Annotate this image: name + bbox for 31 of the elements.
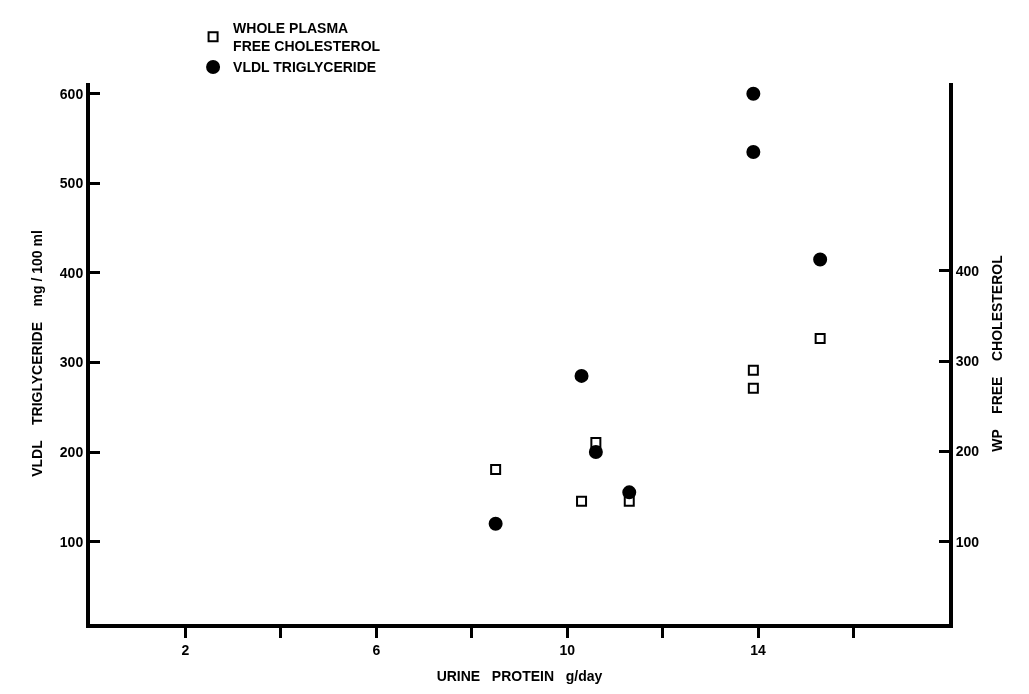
y2-axis-title: WP FREE CHOLESTEROL — [989, 254, 1006, 452]
y2-tick-label: 200 — [955, 443, 980, 460]
legend-label: VLDL TRIGLYCERIDE — [233, 59, 377, 76]
legend-label: WHOLE PLASMA FREE CHOLESTEROL — [233, 20, 381, 55]
x-axis-title: URINE PROTEIN g/day — [436, 667, 603, 684]
point — [574, 368, 589, 383]
point — [747, 382, 759, 394]
y-tick-label: 400 — [59, 264, 84, 281]
y-tick-label: 100 — [59, 533, 84, 550]
point — [746, 86, 761, 101]
x-tick-label: 14 — [750, 641, 767, 658]
point — [490, 464, 502, 476]
point — [488, 516, 503, 531]
y2-tick-label: 400 — [955, 262, 980, 279]
y-tick-label: 300 — [59, 354, 84, 371]
point — [814, 333, 826, 345]
point — [813, 252, 828, 267]
point — [746, 144, 761, 159]
x-tick-label: 10 — [559, 641, 576, 658]
point — [590, 436, 602, 448]
y2-tick-label: 100 — [955, 533, 980, 550]
y-axis-title: VLDL TRIGLYCERIDE mg / 100 ml — [28, 230, 45, 477]
y-tick-label: 200 — [59, 443, 84, 460]
y2-tick-label: 300 — [955, 353, 980, 370]
point — [576, 495, 588, 507]
point — [747, 364, 759, 376]
point — [623, 495, 635, 507]
x-tick-label: 2 — [181, 641, 190, 658]
x-tick-label: 6 — [372, 641, 381, 658]
y-tick-label: 600 — [59, 85, 84, 102]
y-tick-label: 500 — [59, 175, 84, 192]
